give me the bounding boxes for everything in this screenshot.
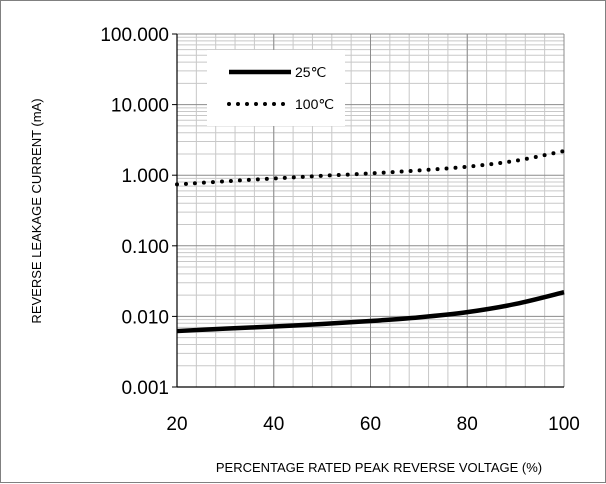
y-tick-label: 0.001 bbox=[121, 378, 169, 399]
legend-label-25c: 25℃ bbox=[295, 64, 326, 80]
y-tick-labels: 0.001 0.010 0.100 1.000 10.000 100.000 bbox=[100, 25, 169, 399]
x-tick-labels: 20 40 60 80 100 bbox=[166, 414, 579, 435]
x-tick-label: 100 bbox=[548, 414, 580, 435]
x-tick-label: 60 bbox=[360, 414, 381, 435]
axes bbox=[172, 33, 564, 388]
y-tick-label: 100.000 bbox=[100, 25, 169, 46]
x-tick-label: 80 bbox=[457, 414, 478, 435]
y-axis-title: REVERSE LEAKAGE CURRENT (mA) bbox=[29, 98, 44, 323]
x-tick-label: 40 bbox=[263, 414, 284, 435]
series-line-25c bbox=[176, 290, 565, 334]
x-axis-title: PERCENTAGE RATED PEAK REVERSE VOLTAGE (%… bbox=[216, 460, 542, 475]
y-tick-label: 10.000 bbox=[111, 96, 169, 117]
legend-label-100c: 100℃ bbox=[295, 96, 334, 112]
legend-box bbox=[207, 50, 345, 126]
series-lines bbox=[175, 149, 566, 334]
y-tick-label: 0.100 bbox=[121, 237, 169, 258]
x-tick-label: 20 bbox=[166, 414, 187, 435]
y-tick-label: 0.010 bbox=[121, 307, 169, 328]
legend: 25℃ 100℃ bbox=[207, 50, 345, 126]
y-tick-label: 1.000 bbox=[121, 166, 169, 187]
series-line-100c bbox=[175, 149, 566, 187]
